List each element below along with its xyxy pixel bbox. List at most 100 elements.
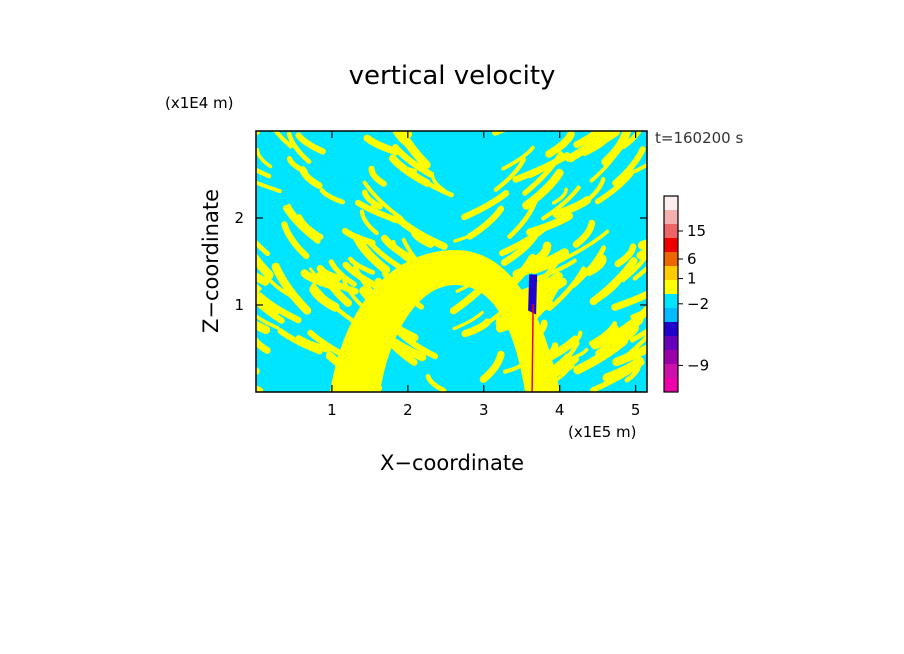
upward-streak bbox=[497, 292, 519, 304]
upward-streak bbox=[614, 243, 637, 268]
upward-streak bbox=[573, 131, 604, 148]
upward-streak bbox=[398, 218, 448, 250]
x-axis-label: X−coordinate bbox=[380, 451, 524, 475]
upward-streak bbox=[588, 335, 631, 368]
upward-streak bbox=[594, 169, 635, 205]
upward-streak bbox=[392, 131, 420, 155]
colorbar-swatch bbox=[664, 378, 678, 392]
upward-streak bbox=[353, 234, 391, 274]
upward-streak bbox=[256, 239, 271, 257]
upward-streak bbox=[614, 131, 620, 133]
upward-streak bbox=[328, 259, 357, 287]
upward-streak bbox=[256, 180, 282, 194]
upward-streak bbox=[581, 133, 613, 156]
colorbar-swatch bbox=[664, 252, 678, 266]
upward-streak bbox=[256, 283, 262, 291]
chart-title: vertical velocity bbox=[349, 61, 556, 91]
upward-streak bbox=[362, 189, 383, 210]
y-tick-label: 1 bbox=[234, 296, 244, 314]
x-tick-label: 4 bbox=[555, 401, 565, 419]
upward-streak bbox=[512, 248, 569, 279]
anomaly-tail bbox=[531, 304, 534, 392]
upward-streak bbox=[630, 307, 647, 319]
upward-streak bbox=[533, 335, 580, 368]
upward-streak bbox=[256, 288, 260, 295]
upward-streak bbox=[283, 205, 321, 244]
upward-streak bbox=[502, 361, 525, 374]
colorbar-swatch bbox=[664, 364, 678, 378]
upward-streak bbox=[307, 329, 358, 365]
upward-streak bbox=[425, 374, 447, 392]
upward-streak bbox=[256, 296, 285, 324]
upward-streak bbox=[612, 344, 647, 367]
upward-streak bbox=[355, 372, 372, 392]
upward-streak bbox=[341, 275, 366, 310]
upward-streak bbox=[545, 131, 575, 158]
upward-streak bbox=[589, 142, 624, 183]
upward-streak bbox=[325, 351, 382, 392]
upward-streak bbox=[286, 131, 312, 164]
upward-streak bbox=[368, 165, 387, 187]
upward-streak bbox=[591, 324, 619, 347]
colorbar-swatch bbox=[664, 294, 678, 308]
upward-streak bbox=[512, 285, 559, 328]
upward-streak bbox=[547, 266, 586, 312]
upward-streak bbox=[612, 146, 646, 187]
upward-streak bbox=[348, 256, 376, 275]
upward-streak bbox=[530, 241, 552, 266]
colorbar-swatch bbox=[664, 322, 678, 336]
upward-streak bbox=[611, 290, 647, 311]
colorbar-swatch bbox=[664, 280, 678, 294]
colorbar-swatch bbox=[664, 224, 678, 238]
upward-streak bbox=[256, 131, 260, 135]
upward-streak bbox=[256, 292, 302, 324]
colorbar-frame bbox=[663, 195, 679, 393]
colorbar-swatch bbox=[664, 238, 678, 252]
upward-streak bbox=[295, 335, 332, 353]
colorbar-tick-label: 6 bbox=[687, 250, 697, 268]
y-ticks: 12 bbox=[234, 209, 647, 314]
colorbar-swatch bbox=[664, 336, 678, 350]
upward-streak bbox=[281, 221, 310, 260]
y-tick-label: 2 bbox=[234, 209, 244, 227]
upward-streak bbox=[309, 284, 340, 312]
x-ticks: 1 2 3 4 5 bbox=[327, 131, 640, 419]
colorbar-swatch bbox=[664, 210, 678, 224]
upward-streak bbox=[584, 254, 607, 276]
upward-streak bbox=[256, 320, 271, 335]
upward-streak bbox=[522, 342, 548, 370]
x-tick-label: 2 bbox=[403, 401, 413, 419]
upward-streak bbox=[388, 154, 431, 187]
upward-streak bbox=[560, 229, 610, 262]
upward-streak bbox=[507, 199, 538, 239]
upward-streak bbox=[271, 262, 312, 315]
colorbar-tick-label: 15 bbox=[687, 222, 706, 240]
colorbar-swatch bbox=[664, 266, 678, 280]
upward-streak bbox=[363, 134, 400, 156]
x-tick-label: 5 bbox=[631, 401, 641, 419]
upward-streak bbox=[632, 265, 647, 281]
upward-streak bbox=[540, 360, 575, 380]
upward-streak bbox=[256, 272, 270, 286]
upward-streak bbox=[319, 188, 345, 205]
anomaly-column bbox=[528, 274, 538, 392]
y-unit-label: (x1E4 m) bbox=[165, 94, 234, 112]
upward-streak bbox=[461, 318, 492, 338]
upward-streak bbox=[620, 250, 647, 283]
upward-streak bbox=[256, 252, 274, 280]
upward-streak bbox=[532, 258, 577, 282]
upward-streak bbox=[391, 239, 410, 262]
upward-streak bbox=[359, 286, 395, 318]
upward-streak bbox=[629, 328, 647, 343]
upward-streak bbox=[566, 131, 613, 163]
colorbar-tick-label: −2 bbox=[687, 295, 709, 313]
upward-streak bbox=[362, 180, 404, 221]
x-unit-label: (x1E5 m) bbox=[568, 423, 637, 441]
colorbar-swatch bbox=[664, 308, 678, 322]
upward-streaks bbox=[256, 131, 647, 392]
heatmap-field bbox=[256, 131, 647, 392]
upward-streak bbox=[541, 185, 581, 221]
upward-streak bbox=[636, 247, 647, 260]
upward-streak bbox=[277, 328, 323, 355]
